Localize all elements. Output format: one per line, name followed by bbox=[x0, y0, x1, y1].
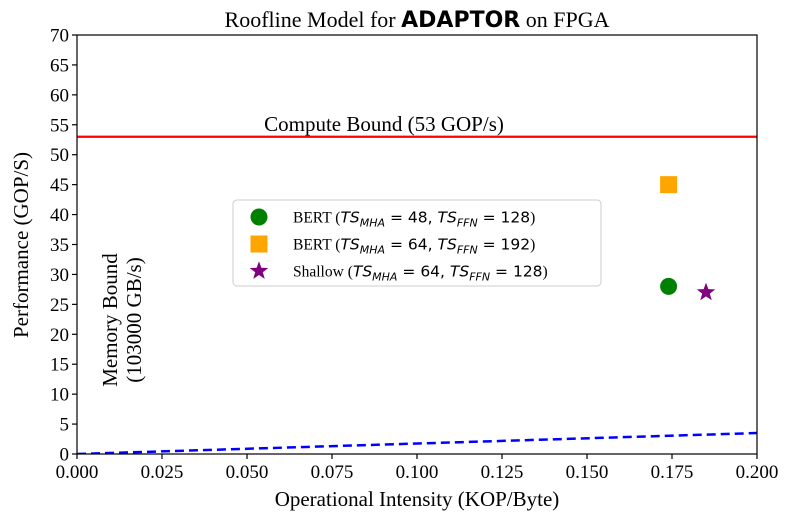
y-tick-label: 25 bbox=[50, 295, 69, 316]
legend: BERT (TSMHA = 48, TSFFN = 128) BERT (TSMH… bbox=[232, 199, 602, 287]
memory-bound-label-line2: (103000 GB/s) bbox=[122, 257, 146, 382]
legend-text-part: TS bbox=[340, 236, 359, 254]
legend-entry: Shallow (TSMHA = 64, TSFFN = 128) bbox=[293, 263, 548, 284]
legend-box bbox=[232, 199, 602, 287]
legend-text-part: FFN bbox=[457, 217, 478, 230]
y-tick-label: 35 bbox=[50, 235, 69, 256]
y-tick-label: 65 bbox=[50, 55, 69, 76]
legend-text-part: MHA bbox=[372, 271, 397, 284]
chart-title-prefix: Roofline Model for bbox=[225, 7, 402, 32]
compute-bound-label: Compute Bound (53 GOP/s) bbox=[264, 112, 504, 136]
x-axis-label: Operational Intensity (KOP/Byte) bbox=[275, 487, 560, 511]
legend-text-part: BERT bbox=[293, 210, 332, 227]
legend-text-part: FFN bbox=[469, 271, 490, 284]
memory-bound-label: Memory Bound (103000 GB/s) bbox=[98, 253, 146, 387]
plot-frame bbox=[76, 34, 758, 455]
legend-text-part: TS bbox=[438, 236, 457, 254]
memory-bound-label-line1: Memory Bound bbox=[98, 253, 122, 387]
y-tick-label: 40 bbox=[50, 205, 69, 226]
legend-text-part: 192 bbox=[501, 236, 531, 254]
y-tick-label: 30 bbox=[50, 265, 69, 286]
legend-entry: BERT (TSMHA = 64, TSFFN = 192) bbox=[293, 236, 535, 257]
y-tick-label: 60 bbox=[50, 85, 69, 106]
legend-text-part: MHA bbox=[360, 217, 385, 230]
y-tick-label: 0 bbox=[60, 445, 70, 466]
chart-title-suffix: on FPGA bbox=[520, 7, 609, 32]
y-tick-label: 20 bbox=[50, 325, 69, 346]
x-tick-label: 0.175 bbox=[651, 462, 694, 483]
legend-text-part: TS bbox=[450, 263, 469, 281]
data-point-star bbox=[696, 282, 716, 301]
x-tick-label: 0.025 bbox=[141, 462, 184, 483]
x-tick-label: 0.200 bbox=[736, 462, 779, 483]
chart-title-bold: ADAPTOR bbox=[401, 8, 520, 33]
legend-text-part: 48 bbox=[408, 209, 428, 227]
y-tick-label: 55 bbox=[50, 115, 69, 136]
x-tick-label: 0.100 bbox=[396, 462, 439, 483]
x-axis-ticks: 0.000 0.025 0.050 0.075 0.100 0.125 0.150 0.175… bbox=[56, 454, 779, 483]
legend-text-part: BERT bbox=[293, 237, 332, 254]
chart-title: Roofline Model for ADAPTOR on FPGA bbox=[225, 7, 610, 33]
legend-text-part: 64 bbox=[420, 263, 440, 281]
legend-text-part: 128 bbox=[501, 209, 531, 227]
y-tick-label: 70 bbox=[50, 26, 69, 47]
y-tick-label: 5 bbox=[60, 415, 70, 436]
legend-text-part: TS bbox=[438, 209, 457, 227]
data-points bbox=[660, 176, 716, 301]
data-point-circle bbox=[660, 277, 678, 295]
legend-text-part: FFN bbox=[457, 244, 478, 257]
x-tick-label: 0.075 bbox=[311, 462, 354, 483]
legend-marker-circle bbox=[250, 208, 268, 226]
legend-marker-star bbox=[249, 261, 269, 279]
legend-entry: BERT (TSMHA = 48, TSFFN = 128) bbox=[293, 209, 535, 230]
y-axis-ticks: 0 5 10 15 20 25 30 35 40 45 50 55 60 65 70 bbox=[50, 26, 77, 466]
y-tick-label: 50 bbox=[50, 145, 69, 166]
legend-text-part: TS bbox=[353, 263, 372, 281]
y-axis-label: Performance (GOP/S) bbox=[9, 152, 33, 338]
legend-text-part: TS bbox=[340, 209, 359, 227]
data-point-square bbox=[660, 176, 678, 194]
x-tick-label: 0.150 bbox=[566, 462, 609, 483]
legend-marker-square bbox=[250, 235, 268, 253]
legend-text-part: 128 bbox=[513, 263, 543, 281]
y-tick-label: 10 bbox=[50, 385, 69, 406]
legend-text-part: MHA bbox=[360, 244, 385, 257]
y-tick-label: 45 bbox=[50, 175, 69, 196]
legend-text-part: Shallow bbox=[293, 264, 345, 281]
x-tick-label: 0.050 bbox=[226, 462, 269, 483]
y-tick-label: 15 bbox=[50, 355, 69, 376]
legend-text-part: 64 bbox=[408, 236, 428, 254]
x-tick-label: 0.125 bbox=[481, 462, 524, 483]
x-tick-label: 0.000 bbox=[56, 462, 99, 483]
